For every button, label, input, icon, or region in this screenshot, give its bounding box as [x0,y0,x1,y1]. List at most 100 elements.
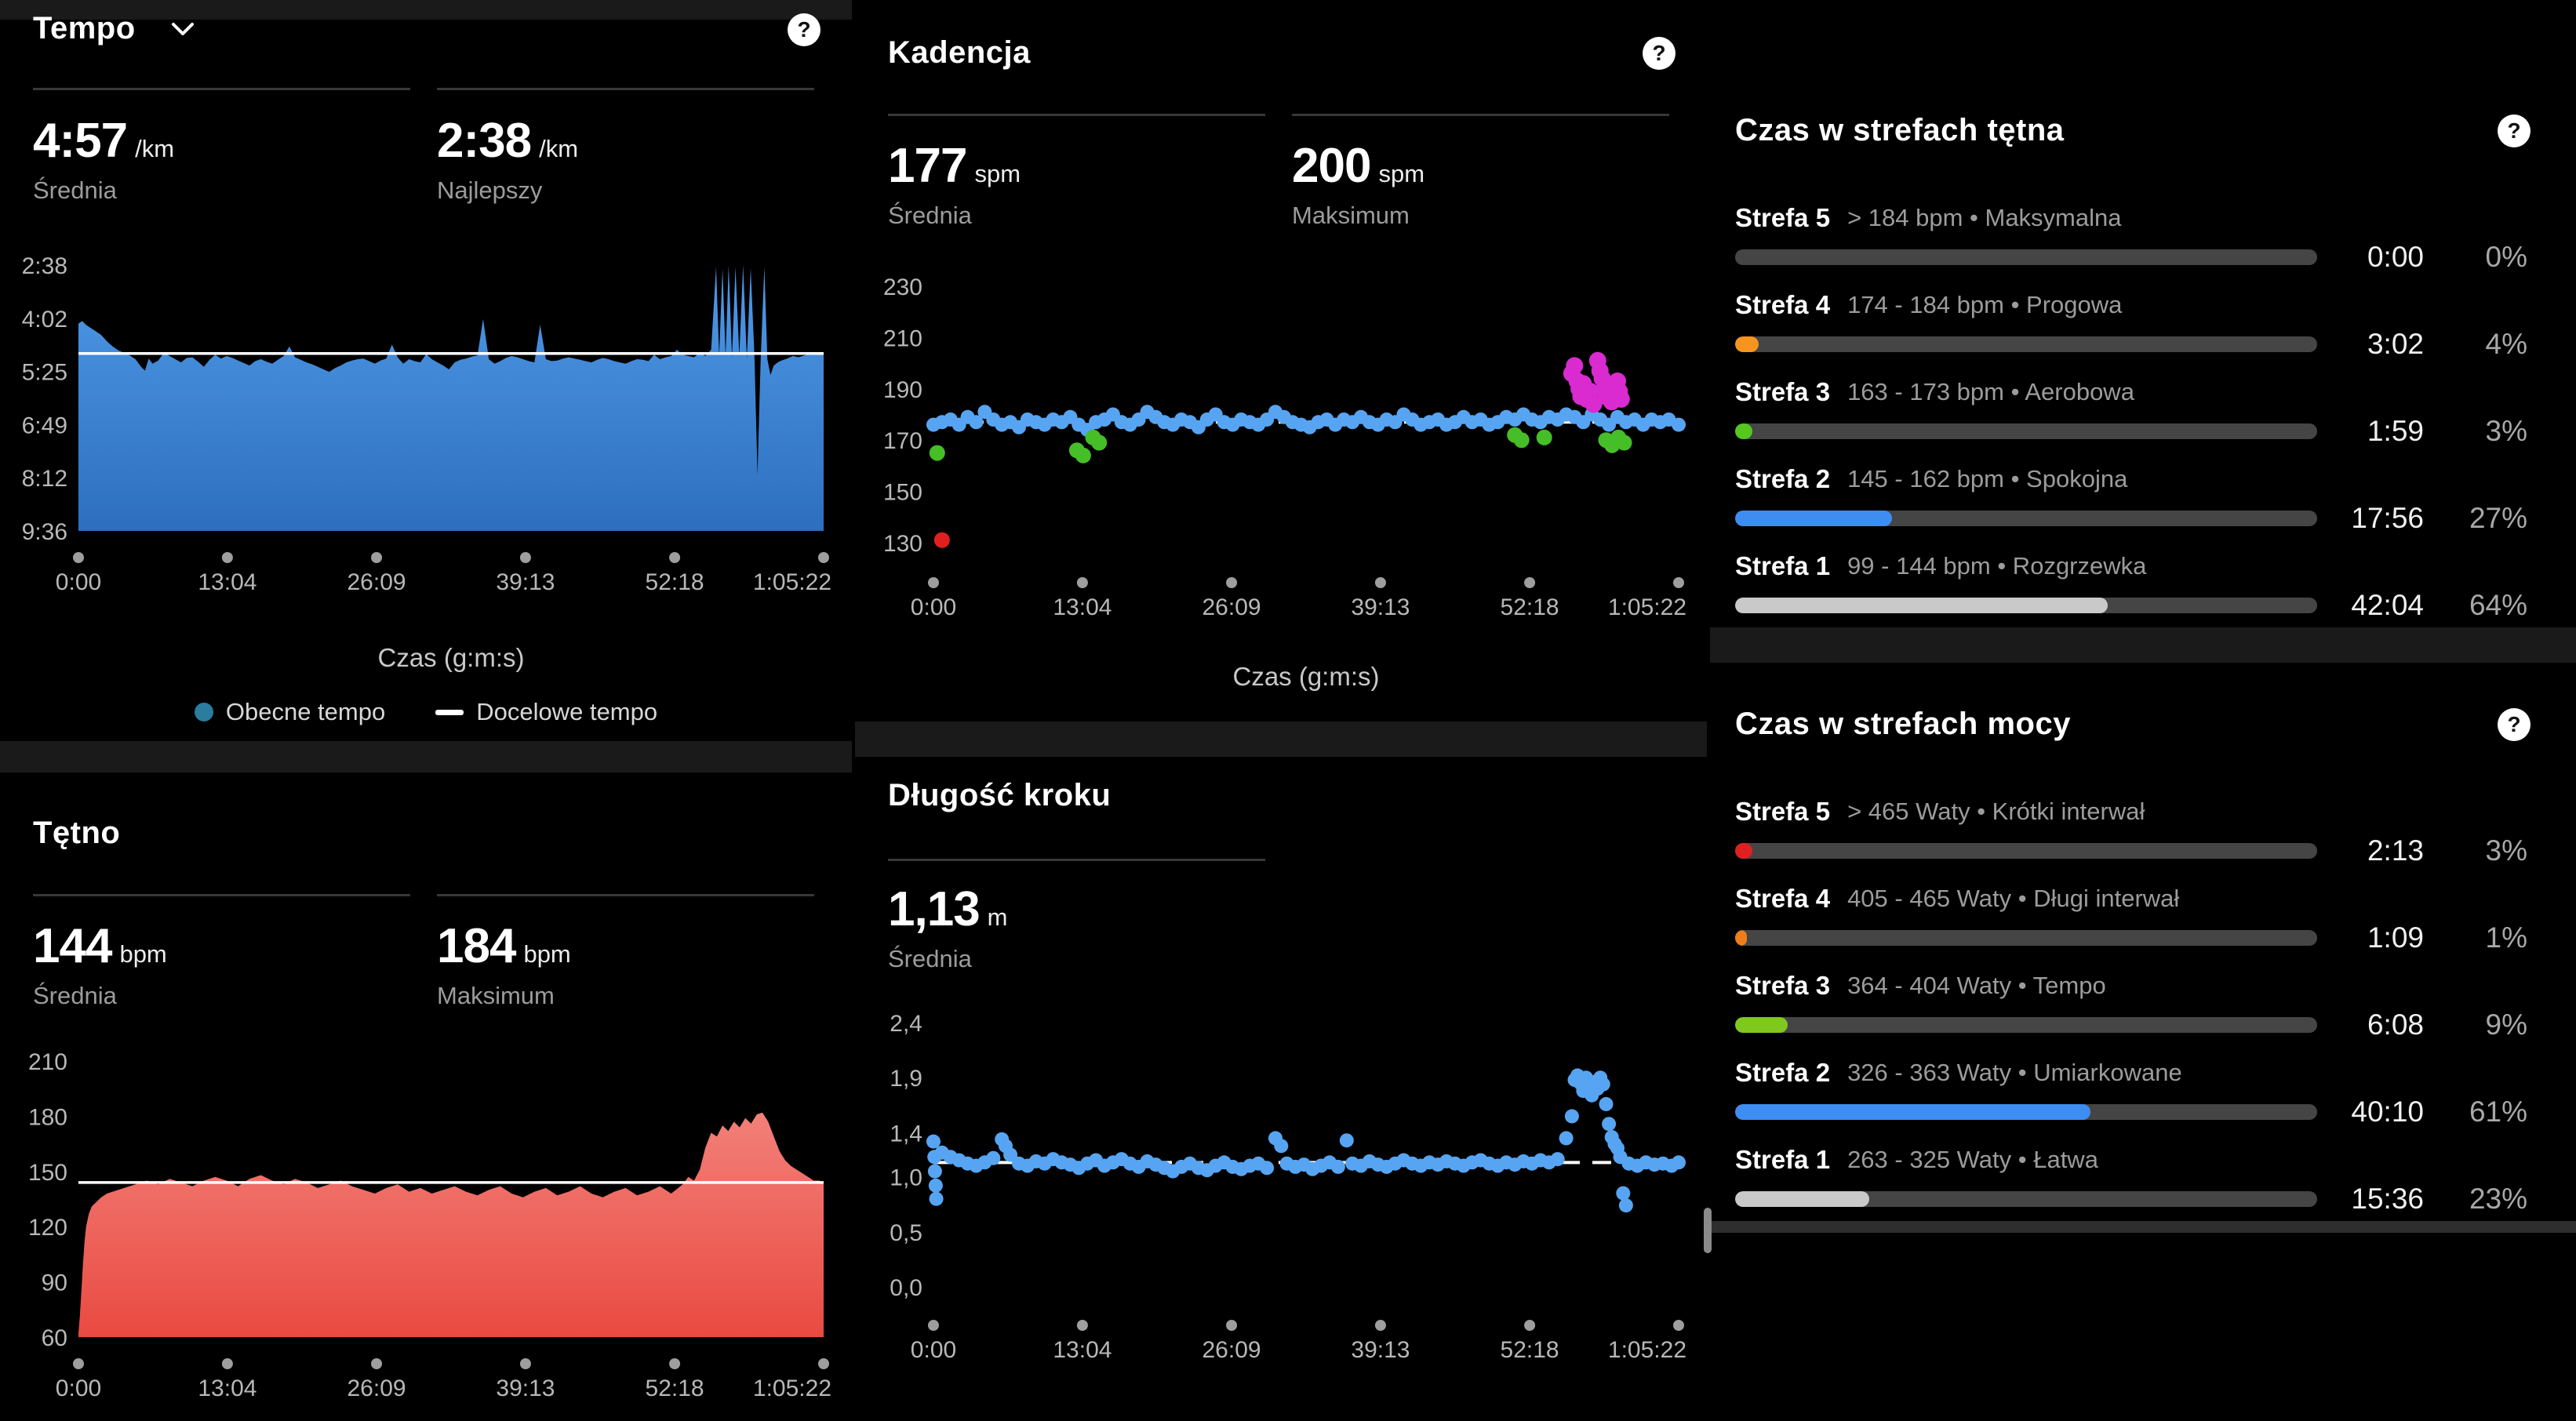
zone-time: 2:13 [2367,834,2424,867]
legend-item: Obecne tempo [194,698,386,726]
x-tick-label: 26:09 [347,1376,406,1401]
cadence-help-icon[interactable]: ? [1643,37,1675,70]
x-tick-label: 1:05:22 [1608,1337,1686,1363]
x-tick-label: 52:18 [1501,594,1559,620]
x-tick-dot [1374,1320,1386,1331]
x-tick-label: 1:05:22 [753,1376,831,1401]
zone-time: 40:10 [2351,1096,2424,1128]
dlugosc-kroku-point [1339,1133,1354,1148]
tempo-chart[interactable]: 2:38 4:02 5:25 6:49 8:12 9:36 0:00 13:04 26:09 39… [0,235,852,604]
y-tick-label: 150 [28,1160,67,1186]
hr-chart[interactable]: 210 180 150 120 90 60 0:00 13:04 26:09 39:13 52:18… [0,1035,852,1412]
hr-zones-help-icon[interactable]: ? [2498,114,2531,147]
x-tick-dot [928,577,939,588]
dlugosc-kroku-point [1550,1152,1565,1167]
zone-description: > 184 bpm • Maksymalna [1847,204,2122,231]
zone-name: Strefa 5 [1735,797,1831,826]
legend-label: Docelowe tempo [476,698,658,725]
x-tick-dot [1226,577,1238,588]
dlugosc-kroku-point [1599,1096,1614,1111]
tempo-legend: Obecne tempo Docelowe tempo [53,698,799,726]
help-glyph: ? [797,17,811,42]
zone-progress-fill [1735,598,2108,613]
x-tick-label: 52:18 [646,569,704,595]
power-zones-help-icon[interactable]: ? [2498,708,2531,741]
cadence-chart[interactable]: 230 210 190 170 150 130 0:00 13:04 26:09 39:13 52:… [855,259,1707,627]
zone-name: Strefa 3 [1735,377,1831,406]
zone-time: 1:59 [2367,415,2424,447]
zone-description: 99 - 144 bpm • Rozgrzewka [1847,552,2147,580]
zone-progress-track [1735,249,2317,265]
dlugosc-kroku-point [928,1178,943,1193]
zone-progress-track [1735,930,2317,946]
zone-progress-track [1735,1191,2317,1207]
stride-chart[interactable]: 2,4 1,9 1,4 1,0 0,5 0,0 0:00 13:04 26:09 39:13 52:… [855,996,1707,1372]
zone-name: Strefa 4 [1735,290,1831,319]
zone-time: 15:36 [2351,1183,2424,1215]
zone-name: Strefa 2 [1735,464,1831,493]
tempo-dropdown-chevron-icon[interactable] [171,22,195,38]
stat-value: 1,13 [888,882,981,936]
zone-label-row: Strefa 1 263 - 325 Waty • Łatwa [1735,1141,2098,1179]
x-tick-label: 26:09 [1202,594,1261,620]
y-tick-label: 2:38 [22,253,67,279]
zone-percent: 0% [2485,241,2527,273]
help-glyph: ? [2507,118,2521,143]
y-tick-label: 210 [883,325,922,351]
y-tick-label: 210 [28,1049,67,1075]
zone-progress-track [1735,336,2317,352]
x-tick-dot [1524,577,1536,588]
niska-kadencja-point [1616,434,1632,451]
zone-label-row: Strefa 2 326 - 363 Waty • Umiarkowane [1735,1054,2182,1092]
y-tick-label: 0,5 [890,1220,922,1246]
zone-time: 6:08 [2367,1009,2424,1041]
y-tick-label: 5:25 [22,359,67,385]
zone-name: Strefa 3 [1735,971,1831,1000]
stat-block: 177 spm Średnia [888,141,1280,229]
stat-divider [33,88,410,90]
stat-value: 4:57 [33,114,128,168]
dlugosc-kroku-point [929,1191,944,1206]
dlugosc-kroku-point [1595,1077,1610,1092]
column-cadence-stride: Kadencja ? 177 spm Średnia 200 spm Maksimum 2… [855,0,1707,1421]
x-tick-label: 39:13 [1351,1337,1410,1363]
x-tick-dot [371,1358,383,1369]
x-tick-label: 26:09 [347,569,406,595]
zone-percent: 3% [2485,834,2527,867]
dlugosc-kroku-point [1260,1161,1275,1176]
stat-divider [437,88,814,90]
zone-progress-fill [1735,1017,1788,1033]
zone-progress-fill [1735,511,1893,526]
dlugosc-kroku-point [1672,1155,1686,1170]
zone-name: Strefa 1 [1735,551,1831,580]
zone-percent: 1% [2485,921,2527,954]
stat-unit: bpm [523,940,571,968]
cadence-card-title: Kadencja [888,35,1031,70]
tempo-help-icon[interactable]: ? [788,13,820,46]
y-tick-label: 230 [883,274,922,300]
zone-label-row: Strefa 1 99 - 144 bpm • Rozgrzewka [1735,547,2146,585]
zone-progress-track [1735,1104,2317,1120]
zone-description: 145 - 162 bpm • Spokojna [1847,465,2128,492]
stat-value: 177 [888,139,967,193]
x-tick-dot [519,1358,531,1369]
x-tick-label: 0:00 [56,569,101,595]
x-tick-dot [1076,577,1088,588]
x-tick-label: 39:13 [496,1376,555,1401]
x-tick-dot [519,552,531,563]
zone-progress-fill [1735,930,1747,946]
stat-value-row: 177 spm [888,141,1280,191]
bardzo-niska-kadencja-point [933,532,950,548]
dlugosc-kroku-point [1602,1117,1617,1132]
x-tick-label: 1:05:22 [753,569,831,595]
stat-value-row: 4:57/km [33,116,425,166]
hr-card-title: Tętno [33,816,121,850]
y-tick-label: 150 [883,480,922,506]
y-tick-label: 90 [42,1270,67,1296]
scrollbar-thumb[interactable] [1704,1208,1712,1253]
legend-label: Obecne tempo [225,698,386,725]
x-tick-dot [818,1358,829,1369]
y-tick-label: 6:49 [22,413,67,439]
tempo-card-title: Tempo [33,11,136,45]
zone-label-row: Strefa 3 364 - 404 Waty • Tempo [1735,967,2106,1005]
